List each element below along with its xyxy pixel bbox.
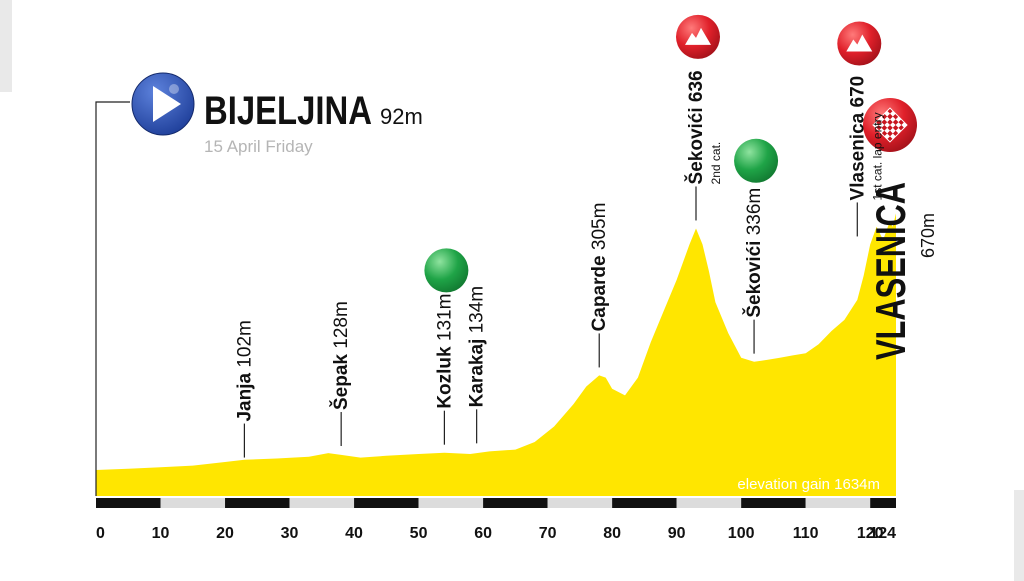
axis-segment [612, 498, 677, 508]
waypoint-icons [424, 14, 882, 293]
waypoint-labels: Janja 102m Šepak 128m Kozluk 131m Karakaj 1… [234, 70, 884, 458]
finish-elevation: 670m [918, 213, 938, 258]
axis-tick-label: 30 [281, 525, 299, 542]
waypoint-note: 1st cat. lap entry [870, 112, 884, 200]
green-dot-icon [424, 248, 469, 293]
axis-segment [805, 498, 871, 508]
page-edge-right [1014, 490, 1024, 581]
axis-segment [160, 498, 226, 508]
axis-segment [676, 498, 742, 508]
axis-tick-label: 124 [869, 525, 896, 542]
axis-tick-label: 40 [345, 525, 363, 542]
axis-tick-label: 120 [857, 525, 884, 542]
axis-tick-label: 110 [793, 525, 819, 542]
waypoint-label: Vlasenica 670 [847, 76, 868, 201]
waypoint-label: Karakaj 134m [467, 286, 488, 407]
mountain-icon [837, 21, 882, 66]
elevation-profile-area [96, 213, 896, 496]
axis-segment [225, 498, 290, 508]
page-edge-left [0, 0, 12, 92]
axis-tick-label: 80 [603, 525, 621, 542]
axis-tick-label: 60 [474, 525, 492, 542]
waypoint-label: Janja 102m [234, 320, 255, 421]
waypoint-label: Kozluk 131m [434, 294, 455, 409]
axis-tick-label: 20 [216, 525, 234, 542]
axis-segment [741, 498, 806, 508]
axis-segment [547, 498, 613, 508]
start-elevation: 92m [380, 104, 423, 129]
waypoint-note: 2nd cat. [709, 142, 723, 185]
checkered-flag-icon [863, 98, 917, 152]
axis-segment [289, 498, 355, 508]
axis-segment [418, 498, 484, 508]
waypoint-label: Šepak 128m [330, 301, 352, 410]
waypoint-label: Šekovići 636 [685, 70, 707, 184]
axis-segment [483, 498, 548, 508]
stage-date: 15 April Friday [204, 137, 313, 156]
distance-axis-band [96, 498, 896, 508]
axis-segment [96, 498, 161, 508]
axis-tick-label: 50 [410, 525, 428, 542]
axis-tick-label: 90 [668, 525, 686, 542]
axis-segment [870, 498, 896, 508]
finish-town-name: VLASENICA [867, 182, 914, 360]
axis-segment [354, 498, 419, 508]
waypoint-label: Šekovići 336m [743, 188, 765, 318]
axis-tick-label: 10 [152, 525, 170, 542]
mountain-icon [676, 14, 720, 59]
waypoint-label: Caparde 305m [589, 203, 610, 332]
axis-tick-label: 0 [96, 525, 105, 542]
elevation-gain-label: elevation gain 1634m [737, 476, 880, 493]
start-town-name: BIJELJINA [204, 89, 372, 133]
play-icon [131, 72, 195, 136]
axis-tick-label: 100 [728, 525, 755, 542]
green-dot-icon [734, 138, 779, 183]
start-connector-line [95, 101, 130, 496]
axis-tick-label: 70 [539, 525, 557, 542]
